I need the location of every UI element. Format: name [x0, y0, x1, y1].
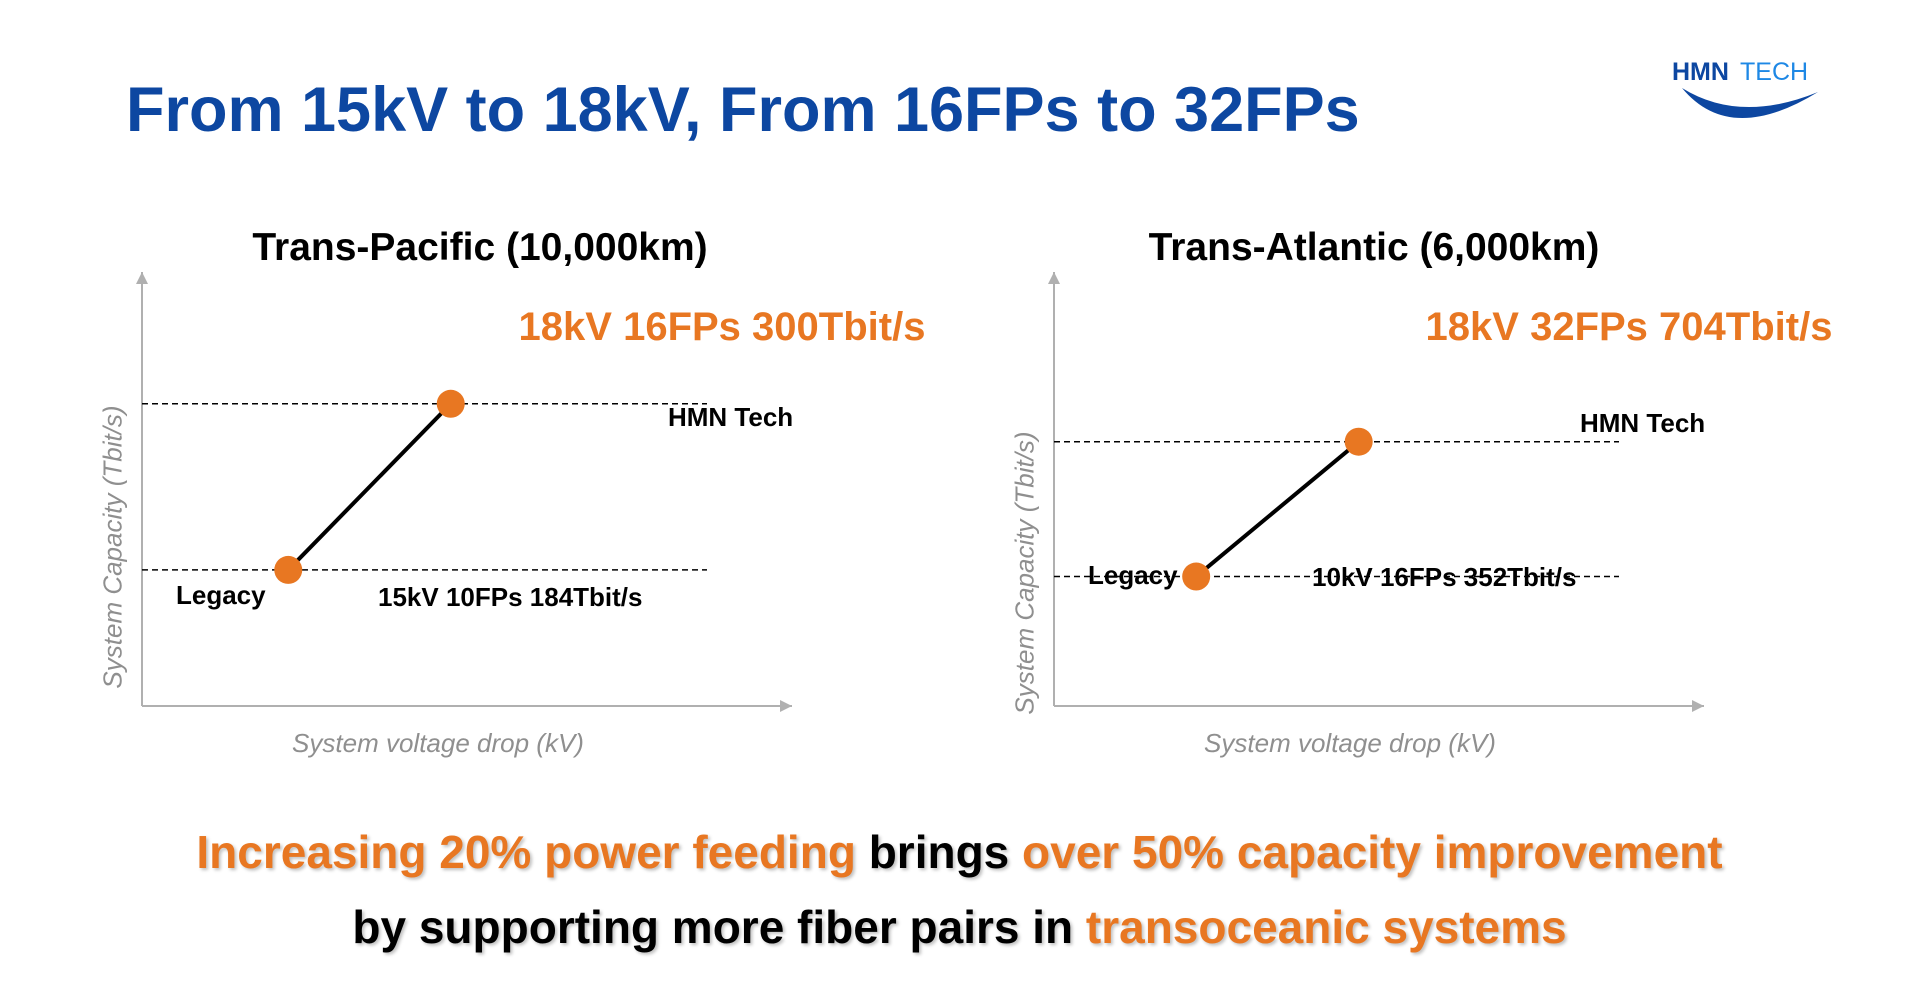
point-name-hmn-tech: HMN Tech — [668, 402, 794, 432]
x-axis-label: System voltage drop (kV) — [1204, 728, 1496, 758]
chart-title: Trans-Pacific (10,000km) — [252, 226, 708, 269]
footer-segment: transoceanic systems — [1085, 901, 1567, 953]
footer-line-2: by supporting more fiber pairs in transo… — [0, 900, 1919, 954]
chart-trans-atlantic: Trans-Atlantic (6,000km) 18kV 32FPs 704T… — [912, 0, 1872, 800]
series-line — [1194, 440, 1360, 579]
legacy-spec-label: 15kV 10FPs 184Tbit/s — [378, 582, 643, 612]
data-point — [1344, 427, 1373, 456]
y-axis-label: System Capacity (Tbit/s) — [97, 405, 128, 689]
footer-segment: by supporting more fiber pairs in — [352, 901, 1086, 953]
headline-label: 18kV 16FPs 300Tbit/s — [518, 305, 926, 349]
footer-segment: Increasing 20% power feeding — [196, 826, 856, 878]
logo-text-hmn: HMN — [1672, 58, 1729, 86]
y-axis-arrow — [1048, 272, 1060, 284]
x-axis-arrow — [780, 700, 792, 712]
footer-segment: brings — [855, 826, 1023, 878]
data-point — [274, 555, 303, 584]
y-axis-arrow — [136, 272, 148, 284]
legacy-spec-label: 10kV 16FPs 352Tbit/s — [1312, 562, 1577, 592]
logo-swoosh — [1682, 88, 1818, 119]
point-name-legacy: Legacy — [176, 580, 266, 610]
chart-svg — [1048, 272, 1704, 712]
y-axis-label: System Capacity (Tbit/s) — [1009, 431, 1040, 715]
data-point — [436, 389, 465, 418]
point-name-hmn-tech: HMN Tech — [1580, 408, 1706, 438]
data-point — [1182, 562, 1211, 591]
chart-title: Trans-Atlantic (6,000km) — [1148, 226, 1600, 269]
logo-text-tech: TECH — [1740, 58, 1808, 86]
series-line — [286, 402, 453, 572]
chart-trans-pacific: Trans-Pacific (10,000km) 18kV 16FPs 300T… — [0, 0, 960, 800]
footer-segment: over 50% capacity improvement — [1022, 826, 1723, 878]
point-name-legacy: Legacy — [1088, 560, 1178, 590]
hmn-tech-logo: HMN TECH — [1672, 58, 1818, 119]
x-axis-label: System voltage drop (kV) — [292, 728, 584, 758]
slide-title: From 15kV to 18kV, From 16FPs to 32FPs — [126, 75, 1360, 145]
x-axis-arrow — [1692, 700, 1704, 712]
footer-line-1: Increasing 20% power feeding brings over… — [0, 825, 1919, 879]
headline-label: 18kV 32FPs 704Tbit/s — [1425, 305, 1833, 349]
chart-svg — [136, 272, 792, 712]
